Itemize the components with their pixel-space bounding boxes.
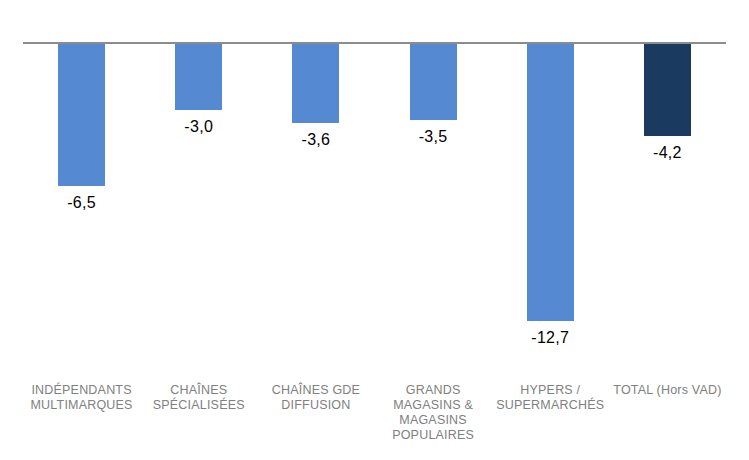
- category-label: CHAÎNES GDE DIFFUSION: [257, 383, 374, 413]
- bar-value-label: -6,5: [67, 194, 96, 212]
- bars-row: -6,5 -3,0 -3,6 -3,5 -12,7 -4,2: [23, 44, 726, 347]
- category-label: CHAÎNES SPÉCIALISÉES: [140, 383, 257, 413]
- bar-column: -4,2: [609, 44, 726, 347]
- category-label: HYPERS / SUPERMARCHÉS: [492, 383, 609, 413]
- bar-column: -3,0: [140, 44, 257, 347]
- category-label: INDÉPENDANTS MULTIMARQUES: [23, 383, 140, 413]
- bar-column: -3,5: [375, 44, 492, 347]
- bar-value-label: -3,6: [302, 131, 331, 149]
- bar[interactable]: [410, 44, 457, 120]
- bar-value-label: -12,7: [531, 329, 569, 347]
- bar-value-label: -3,0: [184, 118, 213, 136]
- bar-column: -3,6: [257, 44, 374, 347]
- category-label: GRANDS MAGASINS & MAGASINS POPULAIRES: [375, 383, 492, 443]
- bar[interactable]: [58, 44, 105, 186]
- category-label: TOTAL (Hors VAD): [609, 383, 726, 398]
- bar[interactable]: [292, 44, 339, 123]
- bar[interactable]: [644, 44, 691, 136]
- bar-column: -6,5: [23, 44, 140, 347]
- bar-value-label: -3,5: [419, 128, 448, 146]
- bar[interactable]: [527, 44, 574, 321]
- category-labels-row: INDÉPENDANTS MULTIMARQUES CHAÎNES SPÉCIA…: [23, 383, 726, 443]
- bar[interactable]: [175, 44, 222, 110]
- bar-column: -12,7: [492, 44, 609, 347]
- bar-value-label: -4,2: [653, 144, 682, 162]
- bar-chart: -6,5 -3,0 -3,6 -3,5 -12,7 -4,2 INDÉPENDA…: [0, 0, 749, 460]
